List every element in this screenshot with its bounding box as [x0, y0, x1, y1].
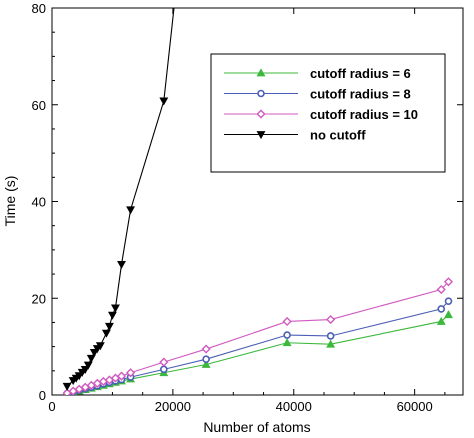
data-point: [283, 331, 291, 339]
data-point: [326, 332, 335, 340]
x-tick-label: 20000: [155, 399, 191, 414]
data-point: [89, 349, 99, 358]
data-point: [95, 342, 105, 351]
data-point: [117, 261, 126, 270]
data-point: [443, 277, 454, 287]
legend-item: no cutoff: [224, 128, 366, 143]
data-point: [436, 316, 446, 325]
data-point: [83, 361, 93, 370]
legend-marker: [256, 68, 266, 77]
data-point: [107, 311, 117, 320]
x-axis: 0 20000 40000 60000: [48, 8, 446, 414]
data-point: [201, 344, 211, 354]
y-tick-label: 40: [32, 195, 46, 210]
y-axis-title: Time (s): [2, 176, 18, 227]
data-point: [116, 371, 127, 381]
legend-label: cutoff radius = 6: [310, 66, 411, 81]
legend-marker: [257, 89, 265, 98]
series-3: [62, 8, 175, 391]
legend: cutoff radius = 6 cutoff radius = 8 cutoff…: [210, 53, 446, 173]
series-layer: [62, 8, 454, 395]
series-2: [62, 277, 454, 395]
legend-label: cutoff radius = 10: [310, 107, 418, 122]
data-point: [62, 382, 72, 391]
data-point: [437, 305, 446, 313]
data-point: [80, 365, 90, 374]
y-tick-label: 20: [32, 291, 46, 306]
y-tick-label: 60: [32, 98, 46, 113]
data-point: [104, 322, 114, 331]
legend-marker: [256, 131, 266, 140]
legend-label: cutoff radius = 8: [310, 87, 411, 102]
data-point: [282, 316, 292, 327]
data-point: [159, 357, 169, 367]
legend-item: cutoff radius = 10: [224, 107, 418, 122]
data-point: [86, 354, 96, 363]
data-point: [444, 297, 453, 305]
x-tick-label: 0: [48, 399, 55, 414]
x-tick-label: 60000: [397, 399, 433, 414]
data-point: [436, 284, 446, 295]
data-point: [125, 368, 136, 378]
data-point: [444, 310, 453, 319]
data-point: [282, 338, 292, 347]
data-point: [111, 304, 120, 313]
legend-item: cutoff radius = 6: [224, 66, 411, 81]
legend-marker: [256, 109, 266, 119]
x-tick-label: 40000: [276, 399, 312, 414]
x-axis-title: Number of atoms: [203, 419, 310, 435]
data-point: [159, 97, 169, 106]
legend-item: cutoff radius = 8: [224, 87, 411, 102]
legend-box: [210, 53, 446, 173]
y-tick-label: 0: [39, 388, 46, 403]
data-point: [160, 365, 168, 374]
data-point: [126, 206, 136, 215]
y-tick-label: 80: [32, 1, 46, 16]
data-point: [326, 314, 336, 325]
y-axis: 0 20 40 60 80: [32, 1, 463, 403]
data-point: [201, 359, 211, 368]
data-point: [202, 355, 210, 364]
data-point: [326, 339, 336, 348]
legend-label: no cutoff: [310, 128, 366, 143]
data-point: [101, 329, 111, 338]
